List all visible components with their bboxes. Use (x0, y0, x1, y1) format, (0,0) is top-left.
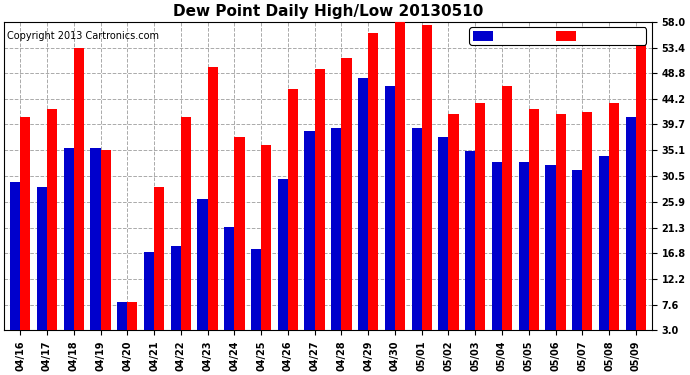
Bar (74, 48, 84, 330)
Bar (545, 165, 555, 330)
Bar (475, 103, 485, 330)
Bar (117, 302, 127, 330)
Bar (465, 151, 475, 330)
Bar (411, 128, 422, 330)
Bar (555, 114, 566, 330)
Title: Dew Point Daily High/Low 20130510: Dew Point Daily High/Low 20130510 (172, 4, 483, 19)
Bar (304, 131, 315, 330)
Bar (395, 22, 405, 330)
Bar (261, 145, 271, 330)
Bar (63, 148, 74, 330)
Bar (20, 117, 30, 330)
Bar (519, 162, 529, 330)
Text: Copyright 2013 Cartronics.com: Copyright 2013 Cartronics.com (8, 31, 159, 41)
Bar (438, 137, 449, 330)
Bar (342, 58, 352, 330)
Bar (609, 103, 619, 330)
Legend: Low   (°F), High   (°F): Low (°F), High (°F) (469, 27, 647, 45)
Bar (315, 69, 325, 330)
Bar (197, 198, 208, 330)
Bar (599, 156, 609, 330)
Bar (358, 78, 368, 330)
Bar (235, 137, 244, 330)
Bar (251, 249, 261, 330)
Bar (90, 148, 101, 330)
Bar (385, 86, 395, 330)
Bar (422, 24, 432, 330)
Bar (170, 246, 181, 330)
Bar (208, 67, 218, 330)
Bar (635, 44, 646, 330)
Bar (10, 182, 20, 330)
Bar (331, 128, 342, 330)
Bar (154, 188, 164, 330)
Bar (626, 117, 635, 330)
Bar (582, 111, 593, 330)
Bar (47, 109, 57, 330)
Bar (127, 302, 137, 330)
Bar (288, 89, 298, 330)
Bar (37, 188, 47, 330)
Bar (448, 114, 459, 330)
Bar (101, 150, 110, 330)
Bar (502, 86, 512, 330)
Bar (224, 226, 235, 330)
Bar (277, 179, 288, 330)
Bar (492, 162, 502, 330)
Bar (144, 252, 154, 330)
Bar (529, 109, 539, 330)
Bar (572, 171, 582, 330)
Bar (368, 33, 378, 330)
Bar (181, 117, 191, 330)
